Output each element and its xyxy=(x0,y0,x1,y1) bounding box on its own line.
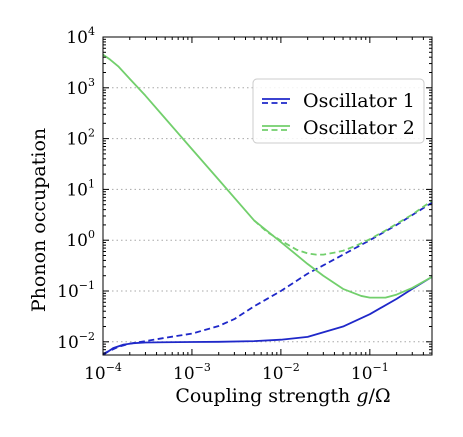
x-tick-label: 10−3 xyxy=(173,361,211,384)
legend-entries: Oscillator 1 Oscillator 2 xyxy=(262,90,415,139)
x-axis-label: Coupling strength g/Ω xyxy=(175,385,390,407)
series-line-2-dashed xyxy=(103,201,432,355)
axis-ticks: 10−2 10−1 100 101 102 103 104 10−4 10−3 10−2 10−1 xyxy=(57,25,432,384)
y-axis-label: Phonon occupation xyxy=(28,128,50,312)
x-tick-label: 10−4 xyxy=(84,361,122,384)
y-tick-label: 10−2 xyxy=(57,330,95,353)
legend-label: Oscillator 1 xyxy=(303,90,415,112)
y-tick-label: 100 xyxy=(66,228,95,251)
series-lines xyxy=(103,53,432,355)
y-tick-label: 103 xyxy=(66,76,95,99)
x-tick-label: 10−1 xyxy=(351,361,389,384)
legend-label: Oscillator 2 xyxy=(303,117,415,139)
x-tick-label: 10−2 xyxy=(262,361,300,384)
y-tick-label: 102 xyxy=(66,127,95,150)
y-tick-label: 101 xyxy=(66,177,95,200)
y-tick-label: 10−1 xyxy=(57,279,95,302)
series-line-3-solid xyxy=(103,53,432,299)
y-tick-label: 104 xyxy=(66,25,95,48)
series-line-1-solid xyxy=(103,276,432,355)
legend-box xyxy=(252,78,425,144)
legend: Oscillator 1 Oscillator 2 xyxy=(252,78,425,144)
series-line-4-dashed xyxy=(253,199,432,256)
